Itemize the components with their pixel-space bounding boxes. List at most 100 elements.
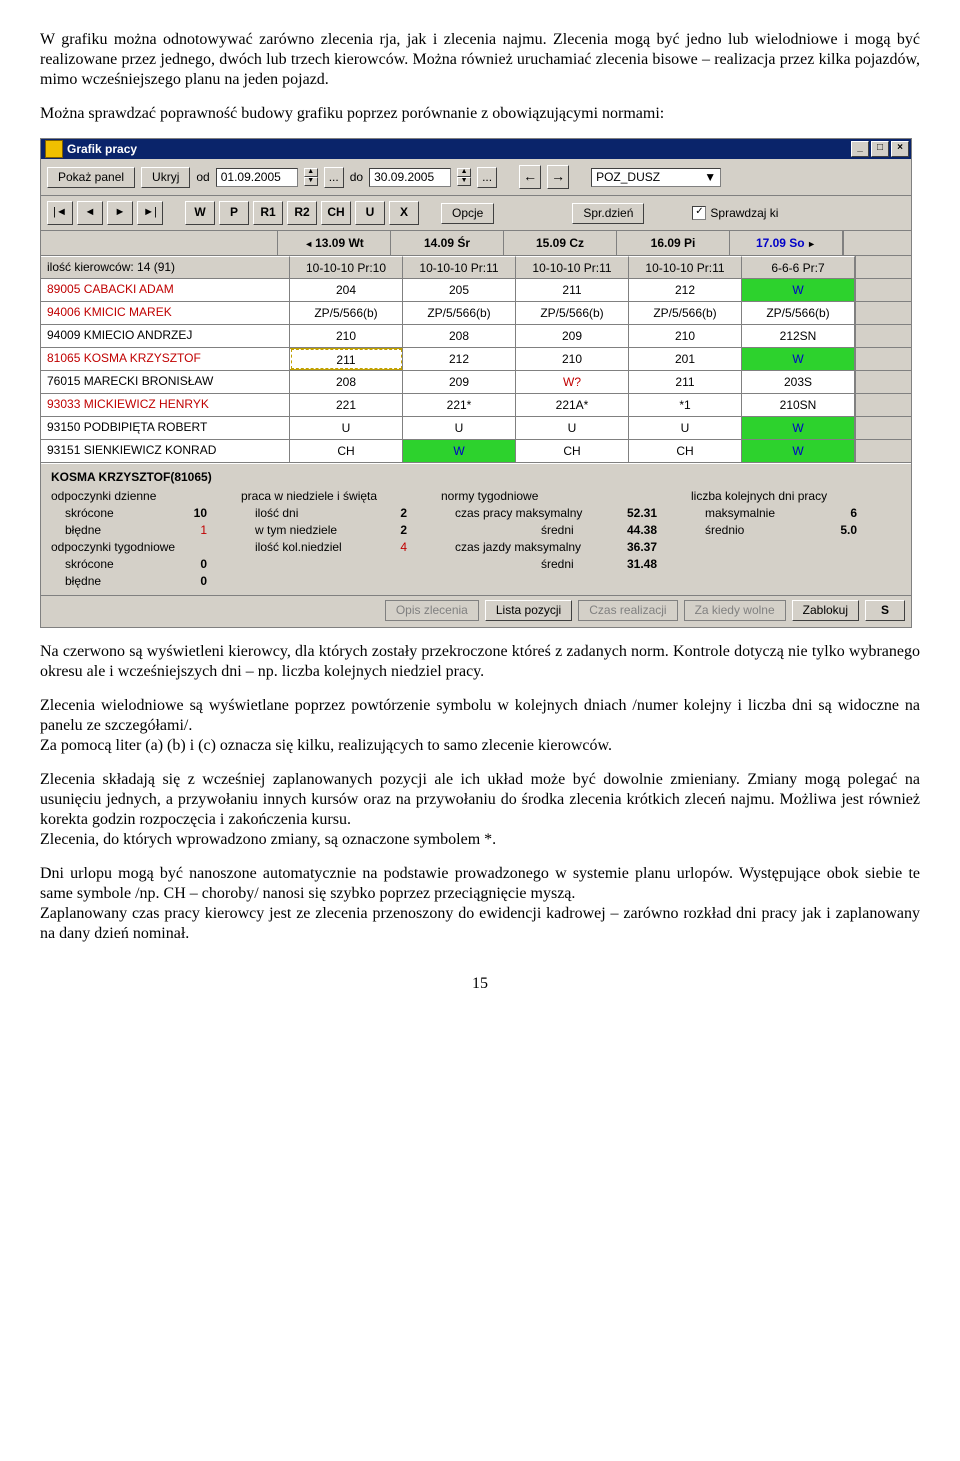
scrollbar[interactable] [855,371,874,393]
grid-cell[interactable]: U [629,417,742,439]
scrollbar[interactable] [855,302,874,324]
spr-dzien-button[interactable]: Spr.dzień [572,203,644,224]
grid-cell[interactable]: W [403,440,516,462]
grid-cell[interactable]: 210SN [742,394,855,416]
date-from-spinner[interactable]: ▲▼ [304,168,318,186]
nav-last-button[interactable]: ►| [137,201,163,225]
maximize-button[interactable]: □ [871,141,889,157]
grid-cell[interactable]: 211 [629,371,742,393]
opis-zlecenia-button[interactable]: Opis zlecenia [385,600,479,621]
grid-cell[interactable]: CH [629,440,742,462]
driver-name[interactable]: 93151 SIENKIEWICZ KONRAD [41,440,290,462]
grid-cell[interactable]: 210 [629,325,742,347]
driver-name[interactable]: 94006 KMICIC MAREK [41,302,290,324]
grid-cell[interactable]: 208 [290,371,403,393]
scrollbar[interactable] [855,394,874,416]
grid-cell[interactable]: 221A* [516,394,629,416]
s-button[interactable]: S [865,600,905,621]
date-to-spinner[interactable]: ▲▼ [457,168,471,186]
grid-cell[interactable]: 212SN [742,325,855,347]
grid-cell[interactable]: U [403,417,516,439]
driver-name[interactable]: 94009 KMIECIO ANDRZEJ [41,325,290,347]
grid-cell[interactable]: 209 [516,325,629,347]
driver-row[interactable]: 93151 SIENKIEWICZ KONRADCHWCHCHW [41,440,911,463]
scrollbar[interactable] [855,440,874,462]
driver-name[interactable]: 93033 MICKIEWICZ HENRYK [41,394,290,416]
hide-button[interactable]: Ukryj [141,167,190,188]
grid-cell[interactable]: 211 [516,279,629,301]
grid-cell[interactable]: ZP/5/566(b) [516,302,629,324]
grid-cell[interactable]: 211 [290,348,403,370]
za-kiedy-wolne-button[interactable]: Za kiedy wolne [684,600,786,621]
day-header[interactable]: 15.09 Cz [504,231,617,255]
grid-cell[interactable]: U [516,417,629,439]
letter-x-button[interactable]: X [389,201,419,225]
letter-p-button[interactable]: P [219,201,249,225]
day-header[interactable]: 13.09 Wt [278,231,391,255]
grid-cell[interactable]: W [742,440,855,462]
grid-cell[interactable]: 208 [403,325,516,347]
nav-prev-button[interactable]: ◄ [77,201,103,225]
prev-arrow-icon[interactable]: ← [519,165,541,189]
grid-cell[interactable]: 221* [403,394,516,416]
grid-cell[interactable]: U [290,417,403,439]
grid-cell[interactable]: 210 [516,348,629,370]
depot-select[interactable]: POZ_DUSZ▼ [591,168,721,187]
grid-cell[interactable]: 210 [290,325,403,347]
scrollbar[interactable] [855,417,874,439]
grid-cell[interactable]: 205 [403,279,516,301]
scrollbar[interactable] [855,279,874,301]
scrollbar[interactable] [855,256,874,278]
driver-name[interactable]: 81065 KOSMA KRZYSZTOF [41,348,290,370]
driver-row[interactable]: 89005 CABACKI ADAM204205211212W [41,279,911,302]
grid-cell[interactable]: W [742,348,855,370]
grid-cell[interactable]: ZP/5/566(b) [290,302,403,324]
grid-cell[interactable]: 201 [629,348,742,370]
driver-name[interactable]: 76015 MARECKI BRONISŁAW [41,371,290,393]
grid-cell[interactable]: *1 [629,394,742,416]
nav-next-button[interactable]: ► [107,201,133,225]
sprawdzaj-checkbox[interactable]: ✓Sprawdzaj ki [692,206,778,221]
driver-row[interactable]: 76015 MARECKI BRONISŁAW208209W?211203S [41,371,911,394]
day-header[interactable]: 14.09 Śr [391,231,504,255]
letter-ch-button[interactable]: CH [321,201,351,225]
letter-r1-button[interactable]: R1 [253,201,283,225]
grid-cell[interactable]: 212 [629,279,742,301]
date-to-input[interactable]: 30.09.2005 [369,168,451,187]
driver-name[interactable]: 93150 PODBIPIĘTA ROBERT [41,417,290,439]
next-arrow-icon[interactable]: → [547,165,569,189]
grid-cell[interactable]: 203S [742,371,855,393]
driver-row[interactable]: 94006 KMICIC MAREKZP/5/566(b)ZP/5/566(b)… [41,302,911,325]
day-header[interactable]: 17.09 So [730,231,843,255]
lista-pozycji-button[interactable]: Lista pozycji [485,600,572,621]
day-header[interactable]: 16.09 Pi [617,231,730,255]
letter-w-button[interactable]: W [185,201,215,225]
grid-cell[interactable]: CH [290,440,403,462]
close-button[interactable]: × [891,141,909,157]
driver-row[interactable]: 94009 KMIECIO ANDRZEJ210208209210212SN [41,325,911,348]
grid-cell[interactable]: 212 [403,348,516,370]
driver-row[interactable]: 93150 PODBIPIĘTA ROBERTUUUUW [41,417,911,440]
date-to-picker[interactable]: ... [477,167,497,188]
grid-cell[interactable]: 204 [290,279,403,301]
grid-cell[interactable]: W? [516,371,629,393]
driver-row[interactable]: 93033 MICKIEWICZ HENRYK221221*221A**1210… [41,394,911,417]
date-from-input[interactable]: 01.09.2005 [216,168,298,187]
nav-first-button[interactable]: |◄ [47,201,73,225]
letter-r2-button[interactable]: R2 [287,201,317,225]
driver-name[interactable]: 89005 CABACKI ADAM [41,279,290,301]
grid-cell[interactable]: W [742,417,855,439]
letter-u-button[interactable]: U [355,201,385,225]
minimize-button[interactable]: _ [851,141,869,157]
grid-cell[interactable]: ZP/5/566(b) [742,302,855,324]
grid-cell[interactable]: CH [516,440,629,462]
grid-cell[interactable]: 209 [403,371,516,393]
scrollbar[interactable] [855,348,874,370]
scrollbar[interactable] [855,325,874,347]
driver-row[interactable]: 81065 KOSMA KRZYSZTOF211212210201W [41,348,911,371]
czas-realizacji-button[interactable]: Czas realizacji [578,600,677,621]
opcje-button[interactable]: Opcje [441,203,494,224]
grid-cell[interactable]: 221 [290,394,403,416]
zablokuj-button[interactable]: Zablokuj [792,600,859,621]
grid-cell[interactable]: ZP/5/566(b) [403,302,516,324]
